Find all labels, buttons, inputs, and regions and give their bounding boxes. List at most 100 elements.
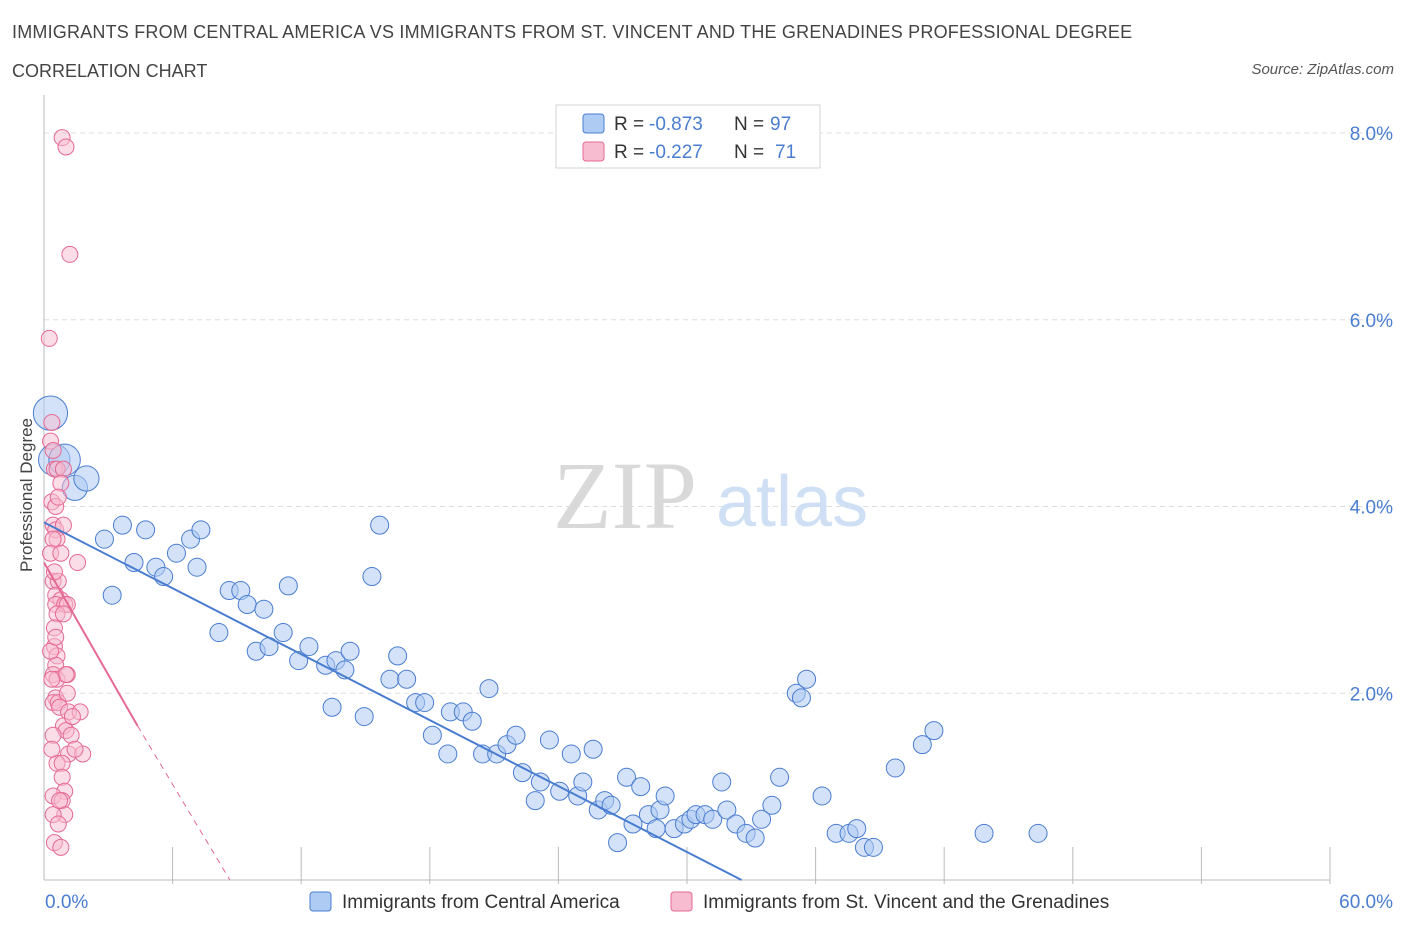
point-st-vincent (54, 605, 72, 623)
point-central-america (762, 795, 782, 815)
point-central-america (322, 697, 342, 717)
point-central-america (631, 777, 651, 797)
trend-line-central-america (43, 521, 743, 881)
bottom-legend: Immigrants from Central America Immigran… (309, 891, 1109, 913)
point-central-america (362, 567, 382, 587)
point-central-america (550, 781, 570, 801)
point-st-vincent (69, 554, 87, 572)
y-tick-label: 8.0% (1350, 124, 1393, 145)
point-central-america (273, 623, 293, 643)
point-central-america (617, 767, 637, 787)
point-central-america (254, 599, 274, 619)
point-central-america (340, 641, 360, 661)
point-st-vincent (44, 441, 62, 459)
point-central-america (924, 721, 944, 741)
chart-subtitle: CORRELATION CHART (12, 61, 208, 81)
point-central-america (479, 679, 499, 699)
legend-swatch-blue (582, 113, 605, 134)
point-central-america (752, 809, 772, 829)
point-central-america (94, 529, 114, 549)
chart-title: IMMIGRANTS FROM CENTRAL AMERICA VS IMMIG… (12, 22, 1133, 42)
point-st-vincent (43, 413, 61, 431)
point-central-america (847, 819, 867, 839)
point-central-america (974, 823, 994, 843)
point-central-america (512, 763, 532, 783)
point-central-america (415, 693, 435, 713)
point-st-vincent (40, 329, 58, 347)
point-central-america (397, 669, 417, 689)
point-st-vincent (44, 726, 62, 744)
point-central-america (73, 465, 100, 492)
point-central-america (209, 623, 229, 643)
point-central-america (422, 725, 442, 745)
legend-swatch-pink (582, 141, 605, 162)
series-central-america (32, 395, 1048, 857)
legend-n-value-1: 97 (770, 114, 791, 135)
point-central-america (797, 669, 817, 689)
point-st-vincent (52, 474, 70, 492)
point-st-vincent (53, 768, 71, 786)
point-central-america (388, 646, 408, 666)
point-central-america (646, 819, 666, 839)
legend-n-label-1: N = (734, 114, 764, 135)
bottom-legend-label-1: Immigrants from Central America (342, 892, 620, 913)
trend-lines (43, 521, 743, 881)
point-st-vincent (52, 838, 70, 856)
point-central-america (863, 837, 883, 857)
point-central-america (912, 735, 932, 755)
point-central-america (770, 767, 790, 787)
legend-r-value-2: -0.227 (649, 142, 703, 163)
point-central-america (191, 520, 211, 540)
point-central-america (712, 772, 732, 792)
point-st-vincent (57, 138, 75, 156)
point-central-america (354, 707, 374, 727)
watermark-atlas: atlas (716, 462, 868, 542)
source-credit: Source: ZipAtlas.com (1251, 61, 1394, 78)
watermark-zip: ZIP (553, 442, 697, 549)
point-central-america (583, 739, 603, 759)
y-tick-labels: 2.0% 4.0% 6.0% 8.0% (1350, 124, 1393, 705)
point-central-america (187, 557, 207, 577)
point-st-vincent (52, 544, 70, 562)
point-central-america (745, 828, 765, 848)
point-st-vincent (51, 792, 69, 810)
x-tick-max: 60.0% (1339, 892, 1393, 913)
point-st-vincent (54, 460, 72, 478)
point-st-vincent (61, 245, 79, 263)
point-central-america (601, 795, 621, 815)
trend-line-st-vincent-extrapolated (137, 725, 231, 881)
point-st-vincent (49, 815, 67, 833)
point-central-america (438, 744, 458, 764)
point-central-america (462, 711, 482, 731)
point-st-vincent (62, 726, 80, 744)
point-central-america (112, 515, 132, 535)
point-central-america (166, 543, 186, 563)
point-central-america (237, 595, 257, 615)
point-st-vincent (49, 488, 67, 506)
point-central-america (791, 688, 811, 708)
point-st-vincent (63, 708, 81, 726)
legend-r-label-2: R = (614, 142, 644, 163)
bottom-legend-swatch-pink (670, 891, 693, 912)
point-central-america (1028, 823, 1048, 843)
point-central-america (573, 772, 593, 792)
point-st-vincent (47, 628, 65, 646)
point-st-vincent (43, 670, 61, 688)
point-central-america (812, 786, 832, 806)
legend-n-label-2: N = (734, 142, 764, 163)
point-central-america (655, 786, 675, 806)
y-tick-label: 6.0% (1350, 311, 1393, 332)
y-tick-label: 2.0% (1350, 684, 1393, 705)
legend-r-value-1: -0.873 (649, 114, 703, 135)
bottom-legend-swatch-blue (309, 891, 332, 912)
point-central-america (136, 520, 156, 540)
point-central-america (717, 800, 737, 820)
x-tick-min: 0.0% (45, 892, 88, 913)
point-central-america (608, 833, 628, 853)
y-axis-label: Professional Degree (17, 418, 36, 572)
point-central-america (561, 744, 581, 764)
point-central-america (278, 576, 298, 596)
y-tick-label: 4.0% (1350, 498, 1393, 519)
point-central-america (703, 809, 723, 829)
